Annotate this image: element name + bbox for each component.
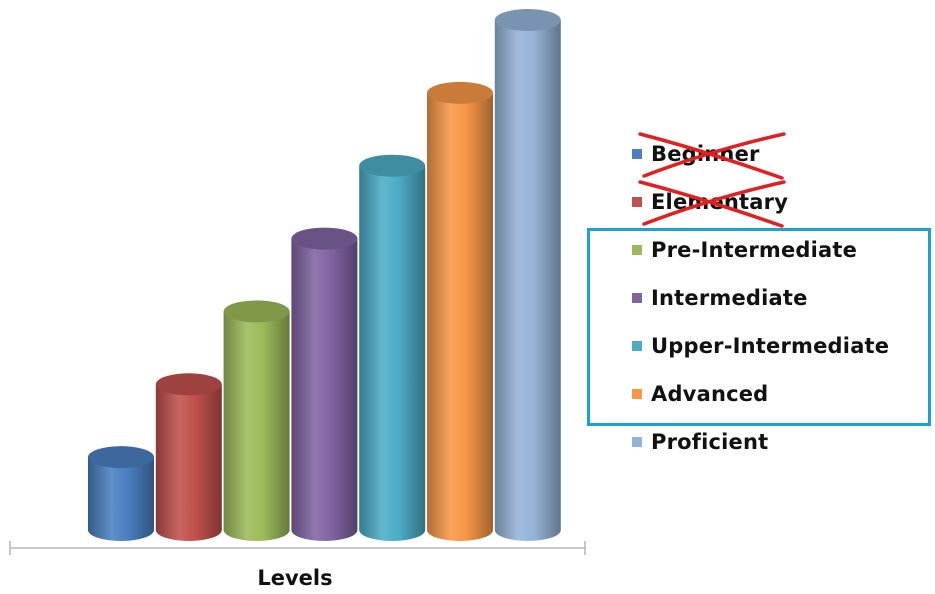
legend-label: Proficient	[651, 430, 769, 454]
legend-swatch	[632, 437, 642, 447]
bars	[88, 9, 561, 542]
bar-advanced	[427, 81, 493, 541]
legend-swatch	[632, 293, 642, 303]
bar-body	[494, 20, 561, 541]
bar-cap	[359, 154, 426, 177]
legend-item-pre-intermediate: Pre-Intermediate	[632, 226, 932, 274]
bar-proficient	[494, 9, 561, 541]
legend-label: Intermediate	[651, 286, 808, 310]
bar-intermediate	[291, 227, 358, 542]
legend-swatch	[632, 389, 642, 399]
bar-body	[155, 384, 222, 541]
bar-cap	[291, 227, 358, 250]
bar-cap	[155, 373, 222, 396]
bar-cap	[223, 300, 290, 323]
bar-beginner	[88, 446, 154, 541]
legend-item-proficient: Proficient	[632, 418, 932, 466]
bar-cap	[88, 446, 154, 469]
legend-label: Elementary	[651, 190, 789, 214]
legend-item-beginner: Beginner	[632, 130, 932, 180]
bar-upper-intermediate	[359, 154, 426, 541]
bar-cap	[427, 81, 493, 104]
bar-elementary	[155, 373, 222, 541]
legend-label: Pre-Intermediate	[651, 238, 858, 262]
x-axis	[9, 541, 586, 555]
legend-label: Advanced	[651, 382, 769, 406]
legend-swatch	[632, 197, 642, 207]
x-axis-title: Levels	[257, 566, 333, 590]
legend-item-elementary: Elementary	[632, 178, 932, 228]
legend-item-advanced: Advanced	[632, 370, 932, 418]
legend-swatch	[632, 149, 642, 159]
legend-swatch	[632, 341, 642, 351]
legend-item-intermediate: Intermediate	[632, 274, 932, 322]
bar-pre-intermediate	[223, 300, 290, 541]
legend-swatch	[632, 245, 642, 255]
bar-body	[291, 238, 358, 542]
highlight-box	[587, 228, 931, 426]
bar-body	[427, 92, 493, 541]
legend-label: Beginner	[651, 142, 760, 166]
legend-item-upper-intermediate: Upper-Intermediate	[632, 322, 932, 370]
bar-cap	[494, 9, 561, 31]
legend-label: Upper-Intermediate	[651, 334, 890, 358]
bar-body	[88, 457, 154, 541]
bar-body	[223, 311, 290, 541]
bar-body	[359, 165, 426, 541]
